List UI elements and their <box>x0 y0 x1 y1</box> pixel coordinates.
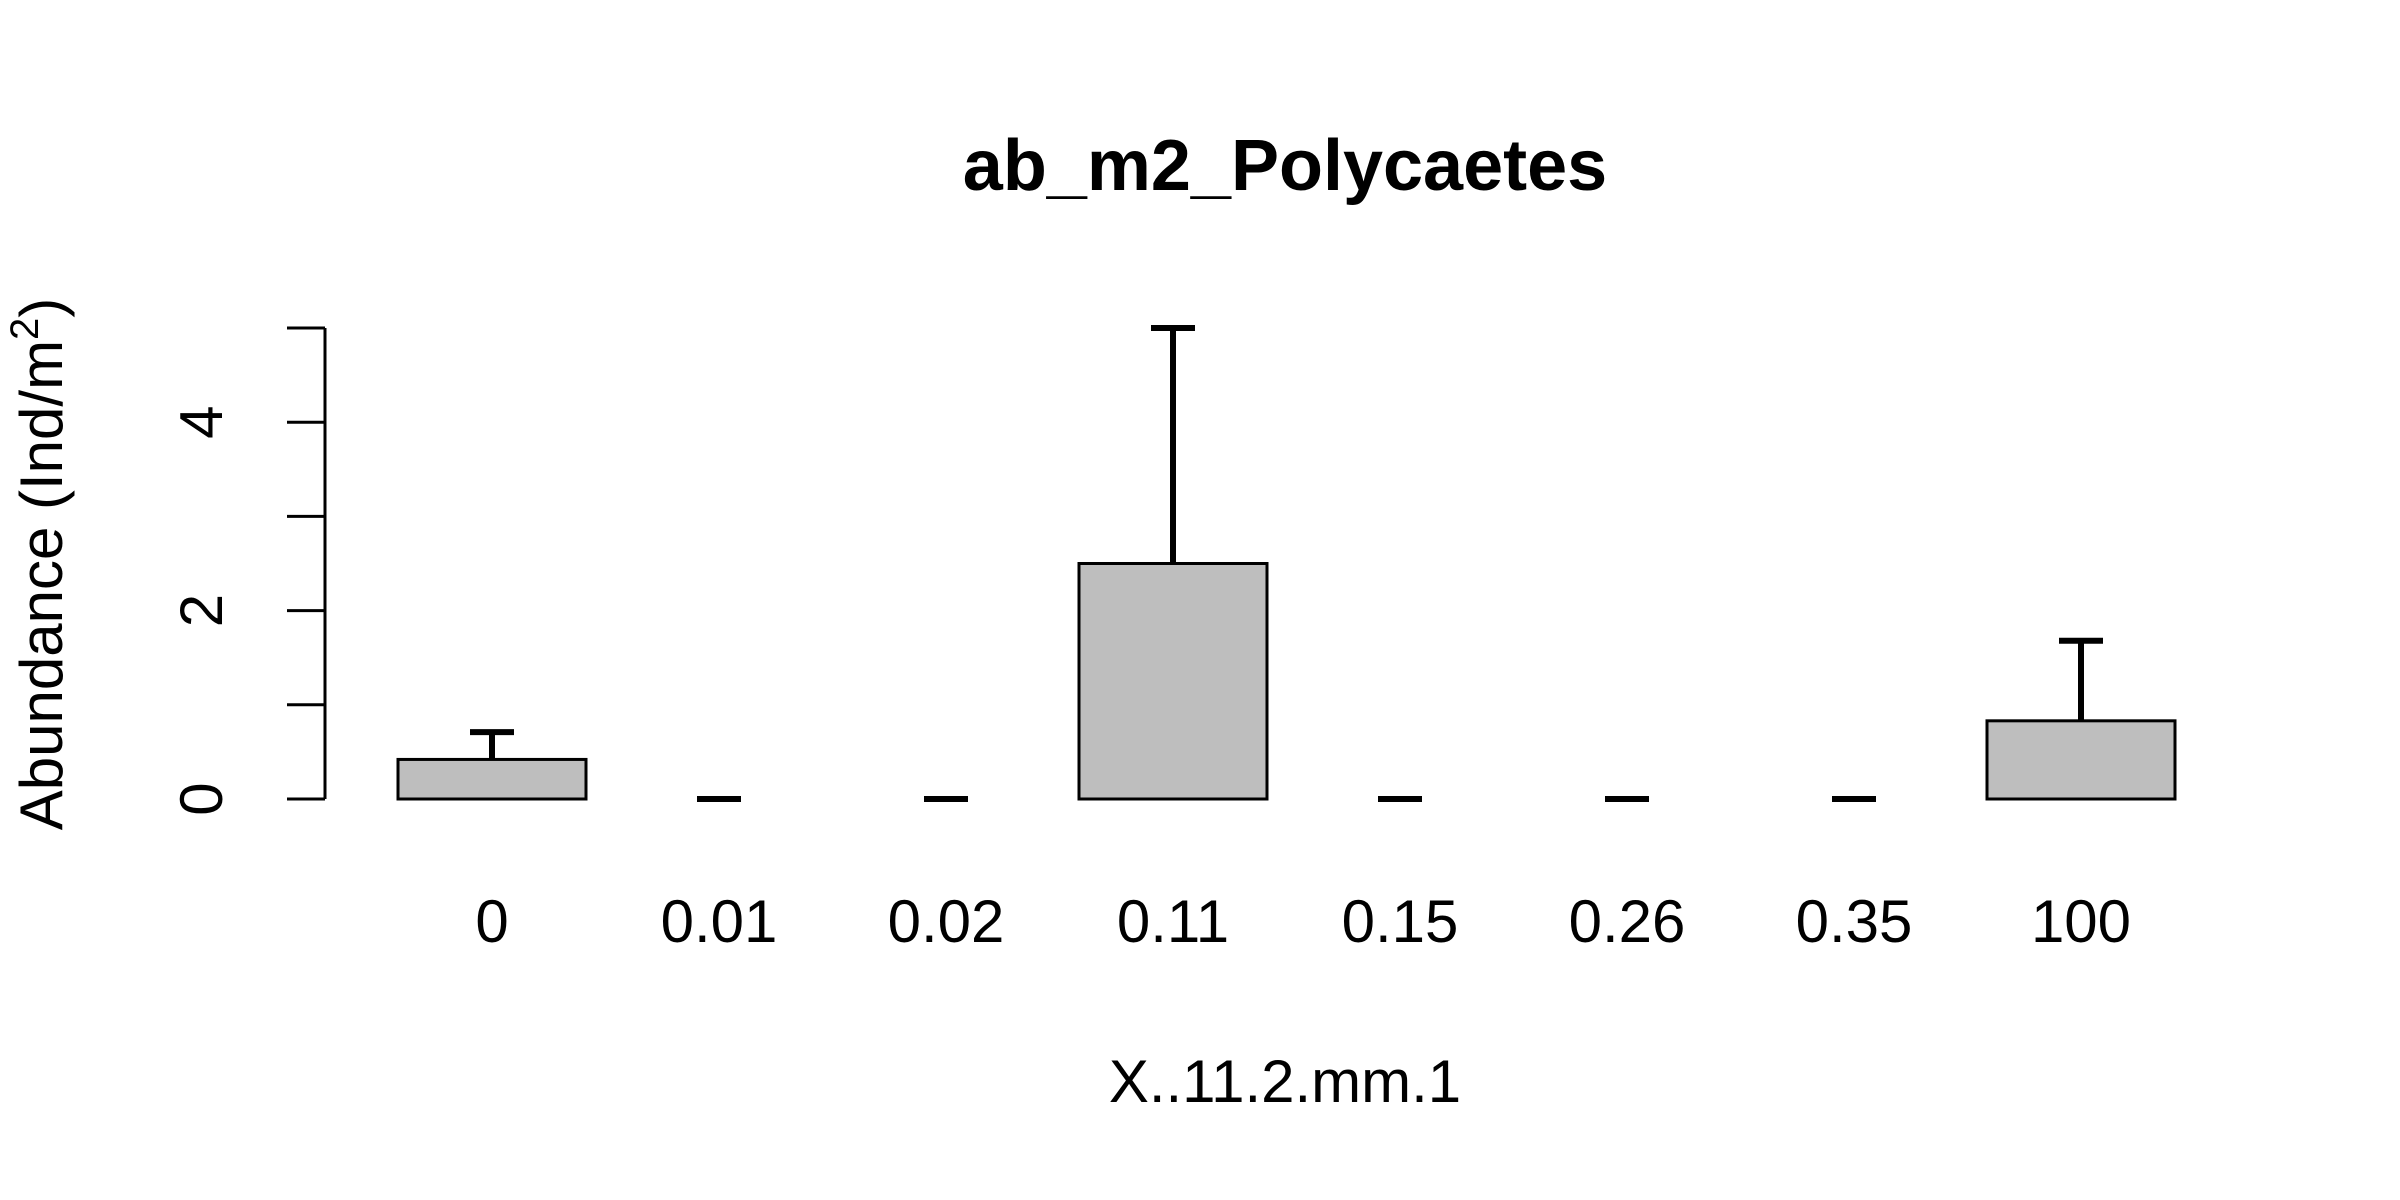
y-tick-label: 4 <box>168 406 235 439</box>
x-axis-label: X..11.2.mm.1 <box>1109 1048 1461 1115</box>
x-tick-label: 0 <box>475 888 508 955</box>
x-tick-label: 0.11 <box>1117 888 1229 955</box>
chart-title: ab_m2_Polycaetes <box>963 126 1607 206</box>
x-tick-label: 0.02 <box>888 888 1005 955</box>
y-tick-label: 2 <box>168 594 235 627</box>
y-axis-label: Abundance (Ind/m2) <box>3 298 75 831</box>
x-tick-label: 0.15 <box>1342 888 1459 955</box>
x-tick-label: 0.26 <box>1569 888 1686 955</box>
x-tick-label: 0.35 <box>1796 888 1913 955</box>
bar <box>1985 719 2177 801</box>
y-axis-label-superscript: 2 <box>3 318 47 340</box>
y-tick-label: 0 <box>168 782 235 815</box>
x-tick-label: 100 <box>2031 888 2131 955</box>
y-axis-label-close: ) <box>8 298 75 318</box>
plot-area: 0 2 4 0 0.01 0.02 0.11 0.15 0.26 0.35 100 <box>168 325 2177 955</box>
x-tick-label: 0.01 <box>661 888 778 955</box>
bar <box>396 757 588 801</box>
bar <box>1077 562 1269 801</box>
y-axis-label-text: Abundance (Ind/m <box>8 340 75 830</box>
